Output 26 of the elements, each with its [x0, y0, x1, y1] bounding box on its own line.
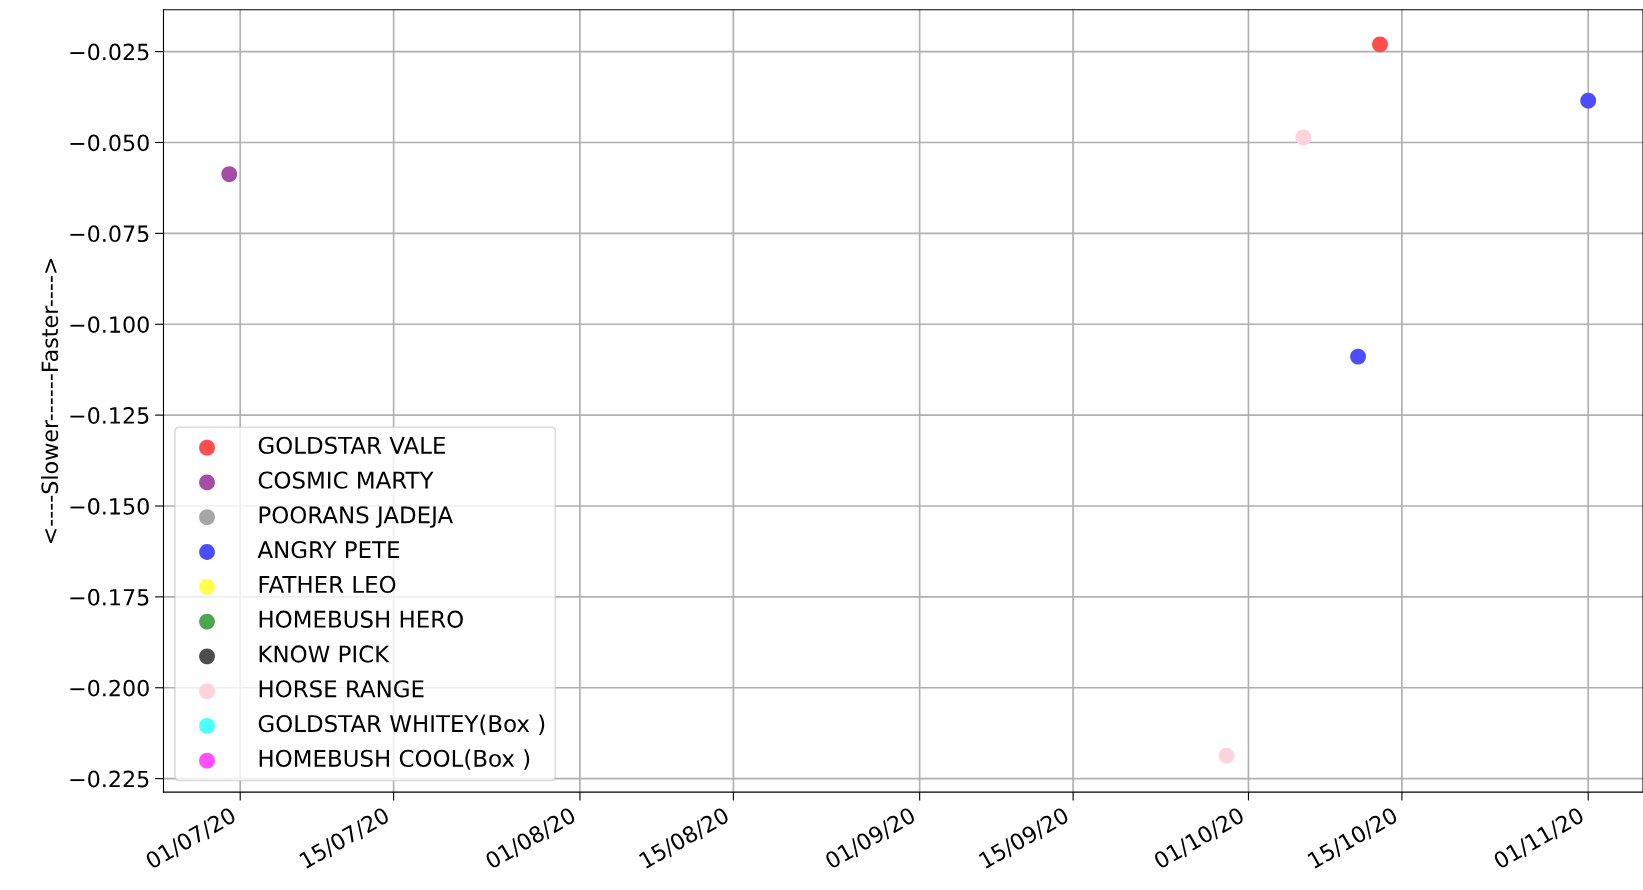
y-tick-label: −0.150: [70, 497, 149, 515]
legend-label: KNOW PICK: [259, 645, 390, 663]
y-tick-label: −0.175: [70, 588, 149, 606]
legend-label: HOMEBUSH HERO: [259, 610, 463, 628]
point: [1580, 92, 1597, 109]
y-tick-label: −0.025: [70, 43, 149, 61]
legend-label: HORSE RANGE: [259, 680, 424, 698]
point: [1372, 36, 1388, 53]
y-axis-title: <----Slower------Faster---->: [40, 258, 59, 544]
legend-label: HOMEBUSH COOL(Box ): [259, 749, 530, 770]
y-tick-label: −0.075: [70, 225, 149, 243]
point: [1295, 129, 1312, 146]
y-tick-label: −0.050: [70, 134, 149, 152]
legend-label: COSMIC MARTY: [258, 471, 434, 489]
point: [1218, 747, 1235, 764]
legend-label: GOLDSTAR VALE: [258, 436, 445, 454]
y-tick-label: −0.100: [70, 316, 149, 333]
legend-label: GOLDSTAR WHITEY(Box ): [258, 714, 545, 735]
point: [221, 166, 238, 183]
y-tick-label: −0.200: [70, 679, 149, 697]
y-tick-label: −0.225: [70, 770, 149, 788]
point: [1350, 348, 1366, 365]
legend-label: POORANS JADEJA: [259, 506, 453, 528]
y-tick-label: −0.125: [70, 407, 149, 424]
legend-label: FATHER LEO: [259, 575, 396, 594]
legend-label: ANGRY PETE: [257, 541, 400, 559]
